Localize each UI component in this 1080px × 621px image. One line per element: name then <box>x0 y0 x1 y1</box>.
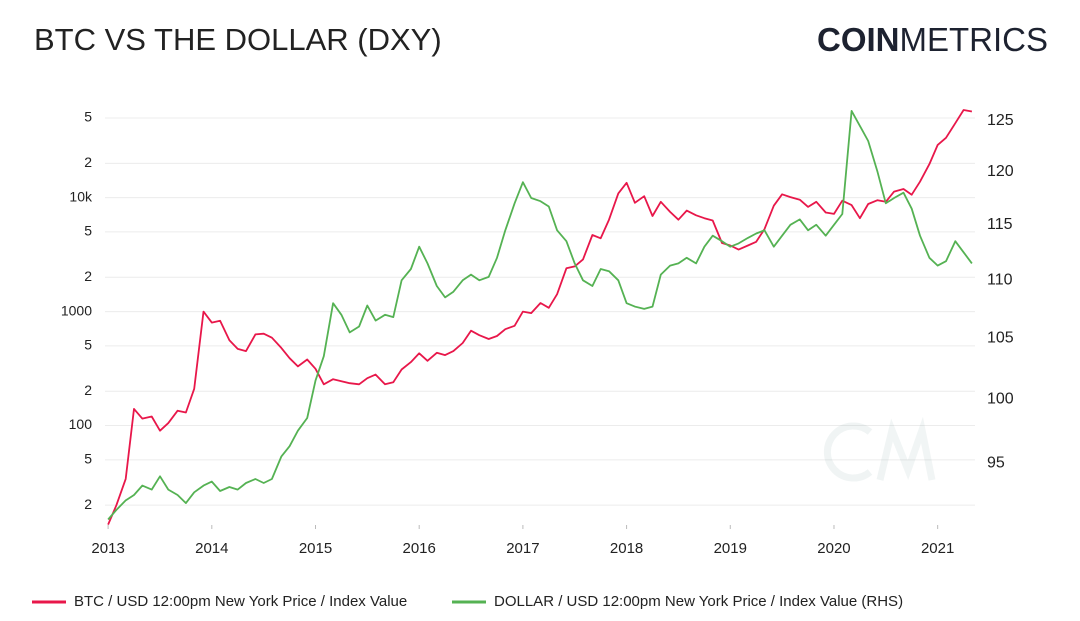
y-tick-label: 2 <box>84 154 92 170</box>
chart-title: BTC VS THE DOLLAR (DXY) <box>34 22 442 57</box>
y-tick-label: 5 <box>84 109 92 125</box>
x-tick-label: 2015 <box>299 540 332 557</box>
y-tick-label: 5 <box>84 337 92 353</box>
brand-light: METRICS <box>900 21 1049 58</box>
brand-bold: COIN <box>817 21 900 58</box>
y-tick-label: 2 <box>84 382 92 398</box>
y-tick-label: 10k <box>69 188 93 204</box>
y2-tick-label: 120 <box>987 163 1014 180</box>
y-tick-label: 100 <box>69 416 93 432</box>
series-line <box>107 109 973 525</box>
x-tick-label: 2016 <box>403 540 436 557</box>
x-tick-label: 2017 <box>506 540 539 557</box>
brand-logo: COINMETRICS <box>817 21 1048 58</box>
series-line <box>107 110 973 521</box>
legend-label: DOLLAR / USD 12:00pm New York Price / In… <box>494 593 903 610</box>
watermark-c <box>823 422 873 482</box>
y2-tick-label: 95 <box>987 454 1005 471</box>
x-tick-label: 2013 <box>91 540 124 557</box>
x-tick-label: 2021 <box>921 540 954 557</box>
watermark-m <box>876 416 936 481</box>
y2-tick-label: 125 <box>987 112 1014 129</box>
y-tick-label: 5 <box>84 223 92 239</box>
watermark <box>823 416 936 482</box>
y-tick-label: 2 <box>84 268 92 284</box>
y2-tick-label: 100 <box>987 390 1014 407</box>
x-tick-label: 2020 <box>817 540 850 557</box>
y2-tick-label: 110 <box>987 271 1013 288</box>
legend-label: BTC / USD 12:00pm New York Price / Index… <box>74 593 407 610</box>
y2-tick-label: 115 <box>987 216 1013 233</box>
x-tick-label: 2019 <box>714 540 747 557</box>
y-tick-label: 2 <box>84 496 92 512</box>
y-tick-label: 1000 <box>61 302 92 318</box>
y-tick-label: 5 <box>84 451 92 467</box>
x-tick-label: 2014 <box>195 540 228 557</box>
x-tick-label: 2018 <box>610 540 643 557</box>
y2-tick-label: 105 <box>987 330 1014 347</box>
